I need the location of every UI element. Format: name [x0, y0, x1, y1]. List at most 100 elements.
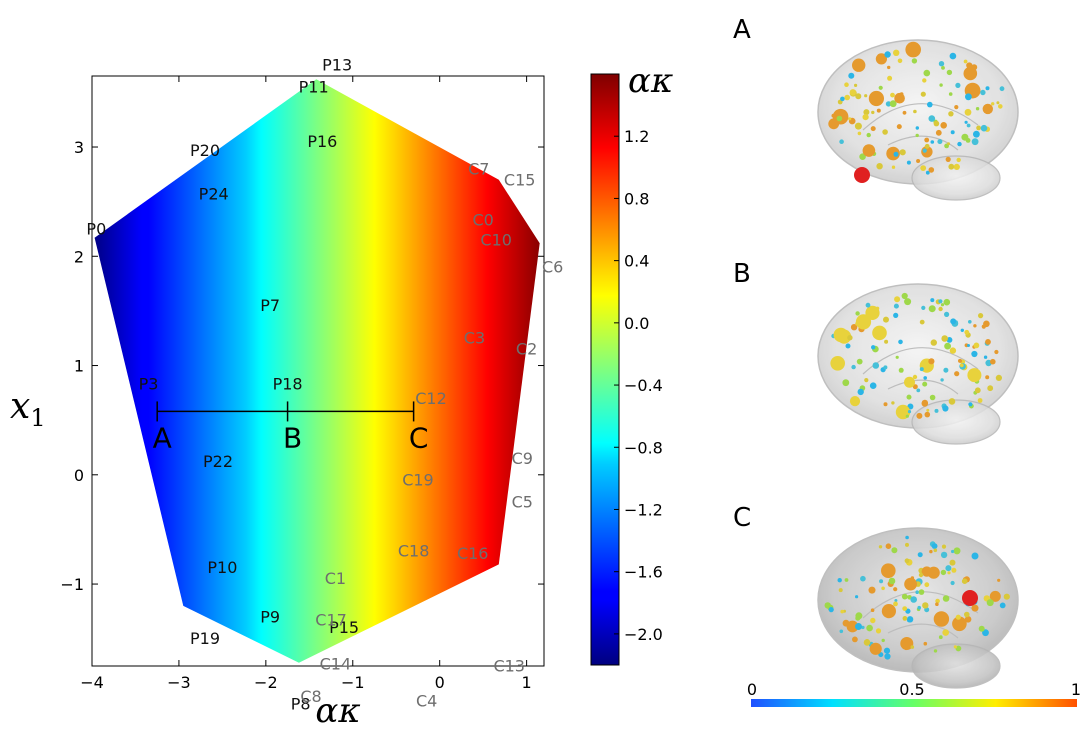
brain-node [951, 549, 955, 554]
brain-node [839, 139, 844, 144]
point-label-c3: C3 [464, 329, 485, 348]
point-label-c8: C8 [300, 687, 321, 706]
brain-node [894, 296, 901, 303]
colorbar-tick-label: −0.4 [624, 376, 663, 395]
brain-node [883, 402, 888, 407]
brain-sulcus [887, 135, 959, 151]
brain-node [917, 552, 923, 558]
point-label-c12: C12 [415, 389, 447, 408]
brain-node [922, 78, 927, 83]
brain-node [981, 324, 986, 329]
brain-node [912, 374, 918, 380]
brain-node [948, 398, 956, 405]
panel-letter-c: C [733, 503, 751, 533]
y-axis-label-main: x [10, 386, 30, 427]
brain-node [873, 333, 878, 339]
brain-node [963, 59, 968, 64]
brain-node [978, 313, 984, 319]
brain-node [938, 299, 943, 304]
brain-node [937, 139, 943, 145]
brain-node [917, 605, 921, 610]
point-label-p9: P9 [260, 607, 280, 626]
point-label-c18: C18 [398, 542, 430, 561]
point-label-c10: C10 [480, 230, 512, 249]
brain-node [980, 124, 988, 132]
brain-node [898, 367, 904, 373]
brain-node [954, 371, 960, 377]
brain-sulcus [887, 623, 959, 639]
brain-node [919, 319, 925, 325]
point-label-c2: C2 [516, 340, 537, 359]
brain-node [950, 580, 955, 586]
brain-node [927, 566, 940, 579]
brain-node [886, 146, 900, 161]
brain-node [982, 103, 993, 115]
y-tick-label: 3 [74, 138, 84, 157]
brain-node [968, 402, 973, 407]
brain-node [950, 130, 955, 135]
brain-node [865, 639, 870, 643]
point-label-c6: C6 [542, 258, 563, 277]
brain-node [904, 558, 910, 564]
brain-node [828, 118, 840, 130]
brain-node [928, 167, 935, 173]
brain-node [884, 51, 891, 58]
brain-node [989, 590, 1001, 602]
segment-label-b: B [283, 421, 302, 454]
brain-node [942, 405, 949, 412]
brain-node [985, 339, 991, 345]
point-label-c0: C0 [472, 211, 493, 230]
brain-node [881, 586, 885, 591]
point-labels: P13 P11 P16 P20 P24 P0 P7 P3 P18 P22 P10 P9 P15 P19 P8… [86, 56, 563, 730]
brain-node [857, 388, 864, 396]
y-tick-label: 1 [74, 357, 84, 376]
brain-node [891, 401, 895, 405]
brain-node [918, 589, 925, 595]
brain-node [870, 608, 875, 612]
brain-node [973, 324, 977, 328]
point-label-p3: P3 [139, 375, 159, 394]
brain-node [881, 604, 897, 619]
brain-node [943, 367, 949, 373]
brain-node [854, 83, 858, 87]
brain-node [975, 107, 980, 111]
brain-panel-a: A [733, 15, 1019, 201]
brain-node [985, 375, 990, 380]
brain-node [976, 125, 981, 131]
brain-node [964, 120, 968, 124]
brain-node [904, 646, 908, 651]
brain-node [998, 104, 1003, 109]
y-tick-label: −1 [60, 575, 84, 594]
brain-node [948, 92, 953, 96]
brain-node [949, 559, 956, 566]
brain-node [915, 133, 919, 138]
brain-node [944, 311, 950, 317]
brain-node [933, 649, 938, 653]
point-label-c1: C1 [325, 569, 346, 588]
brain-node [906, 160, 911, 165]
brain-node [881, 563, 896, 578]
brain-node [941, 335, 948, 342]
x-tick-label: −1 [341, 673, 365, 692]
brain-node [912, 384, 918, 390]
brain-node [983, 355, 988, 359]
colorbar-tick-label: −1.2 [624, 500, 663, 519]
brain-node [924, 137, 930, 143]
brain-cerebellum [911, 643, 1001, 689]
brain-node [868, 90, 885, 107]
brain-node [999, 86, 1005, 92]
brain-node [893, 49, 900, 56]
brain-node [922, 602, 929, 609]
brain-node [895, 355, 899, 359]
point-label-p15: P15 [329, 618, 359, 637]
brain-node [857, 131, 862, 136]
brain-node [924, 411, 931, 418]
brain-node [878, 85, 883, 90]
x-tick-label: −3 [167, 673, 191, 692]
brain-node [942, 629, 949, 636]
brain-node [978, 625, 985, 632]
brain-node [938, 61, 945, 67]
brain-node [948, 111, 954, 117]
colorbar-label: ακ [628, 61, 673, 101]
brain-node [915, 590, 919, 594]
